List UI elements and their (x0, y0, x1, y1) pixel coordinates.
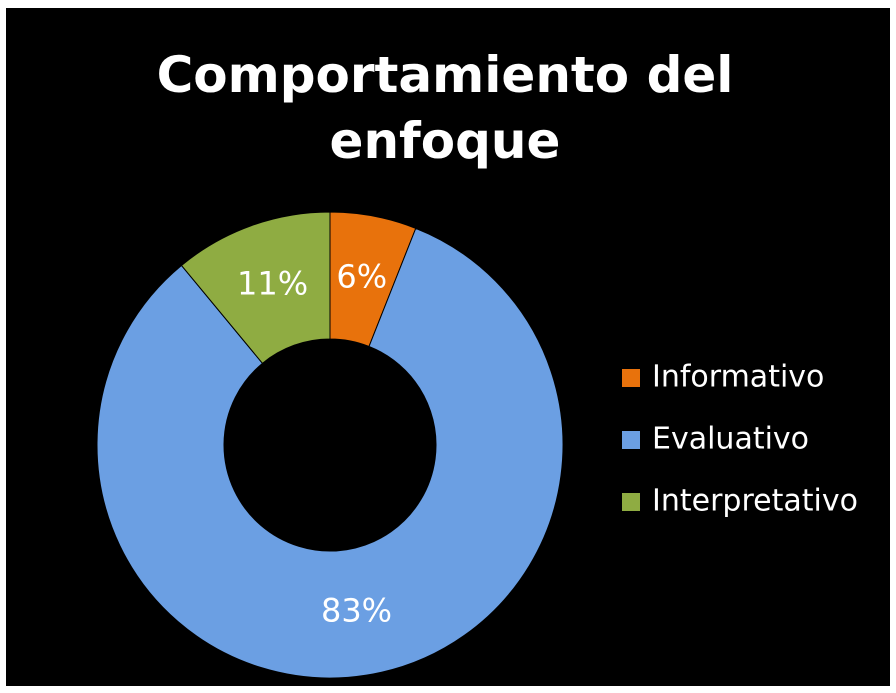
data-label: 83% (321, 591, 392, 629)
doughnut-slice (180, 211, 331, 365)
legend-label: Informativo (652, 360, 824, 395)
legend-swatch (622, 431, 640, 449)
data-label: 6% (336, 258, 387, 296)
doughnut-slice (96, 227, 564, 679)
legend-swatch (622, 493, 640, 511)
legend-swatch (622, 369, 640, 387)
chart-title: Comportamiento del enfoque (156, 46, 734, 170)
legend-label: Interpretativo (652, 484, 858, 519)
data-label: 11% (237, 265, 308, 303)
legend-label: Evaluativo (652, 422, 809, 457)
